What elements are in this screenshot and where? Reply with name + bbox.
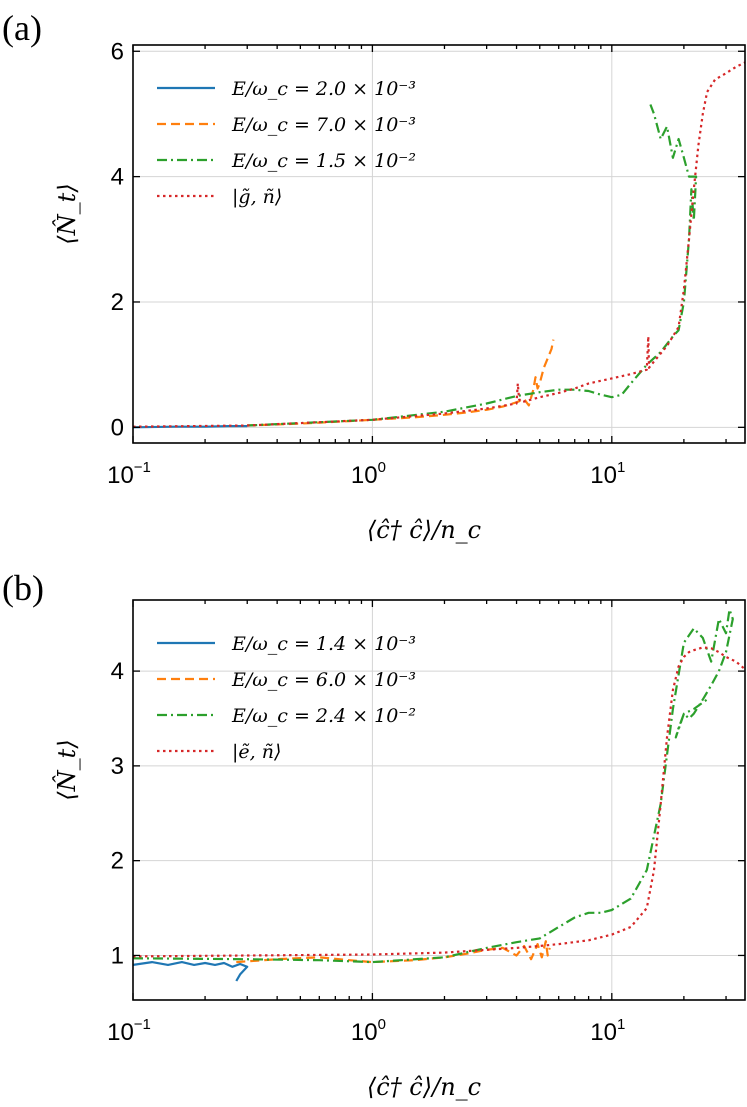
x-tick-label: 101 [590,459,625,489]
legend-label-2: E/ω_c = 1.5 × 10⁻² [231,150,416,172]
x-tick-exponent: 1 [617,459,625,476]
y-axis-label: ⟨N̂_t⟩ [53,183,81,244]
x-tick-label: 10−1 [107,1016,151,1046]
x-tick-label: 101 [590,1016,625,1046]
x-tick-label: 10−1 [107,459,151,489]
y-tick-label: 2 [111,289,124,316]
series-line-2 [133,608,734,964]
x-tick-label: 100 [351,459,386,489]
x-tick-base: 10 [590,1019,617,1046]
legend-label-1: E/ω_c = 6.0 × 10⁻³ [231,669,416,691]
series-line-3 [133,61,745,428]
panel-label: (a) [2,8,42,48]
x-tick-exponent: 1 [617,1016,625,1033]
legend-label-3: |g̃, ñ⟩ [232,186,282,208]
x-axis-label: ⟨ĉ† ĉ⟩/n_c [367,516,481,544]
x-tick-exponent: −1 [134,459,151,476]
panel-label: (b) [2,568,44,608]
x-tick-exponent: 0 [378,459,386,476]
y-tick-label: 6 [111,38,124,65]
series-group [133,61,745,429]
legend: E/ω_c = 1.4 × 10⁻³ E/ω_c = 6.0 × 10⁻³ E/ω_… [157,633,416,763]
y-tick-label: 4 [111,164,124,191]
x-tick-exponent: −1 [134,1016,151,1033]
series-line-1 [236,940,551,964]
x-axis-label: ⟨ĉ† ĉ⟩/n_c [367,1073,481,1101]
legend-label-0: E/ω_c = 1.4 × 10⁻³ [231,633,416,655]
x-tick-label: 100 [351,1016,386,1046]
legend: E/ω_c = 2.0 × 10⁻³ E/ω_c = 7.0 × 10⁻³ E/ω_… [157,78,416,208]
y-tick-label: 4 [111,658,124,685]
y-tick-label: 2 [111,848,124,875]
x-tick-base: 10 [107,462,134,489]
plot-frame [132,44,746,444]
legend-label-3: |ẽ, ñ⟩ [232,741,281,763]
plot-frame [132,599,746,1001]
y-tick-label: 3 [111,753,124,780]
x-tick-base: 10 [351,1019,378,1046]
legend-label-0: E/ω_c = 2.0 × 10⁻³ [231,78,416,100]
y-tick-label: 0 [111,414,124,441]
series-group [133,608,745,982]
x-tick-base: 10 [107,1019,134,1046]
y-tick-label: 1 [111,942,124,969]
x-tick-base: 10 [590,462,617,489]
series-line-1 [247,339,555,427]
series-line-0 [133,960,249,982]
legend-label-1: E/ω_c = 7.0 × 10⁻³ [231,114,416,136]
y-axis-label: ⟨N̂_t⟩ [53,739,81,800]
x-tick-exponent: 0 [378,1016,386,1033]
series-line-3 [133,646,745,958]
x-tick-base: 10 [351,462,378,489]
legend-label-2: E/ω_c = 2.4 × 10⁻² [231,705,416,727]
